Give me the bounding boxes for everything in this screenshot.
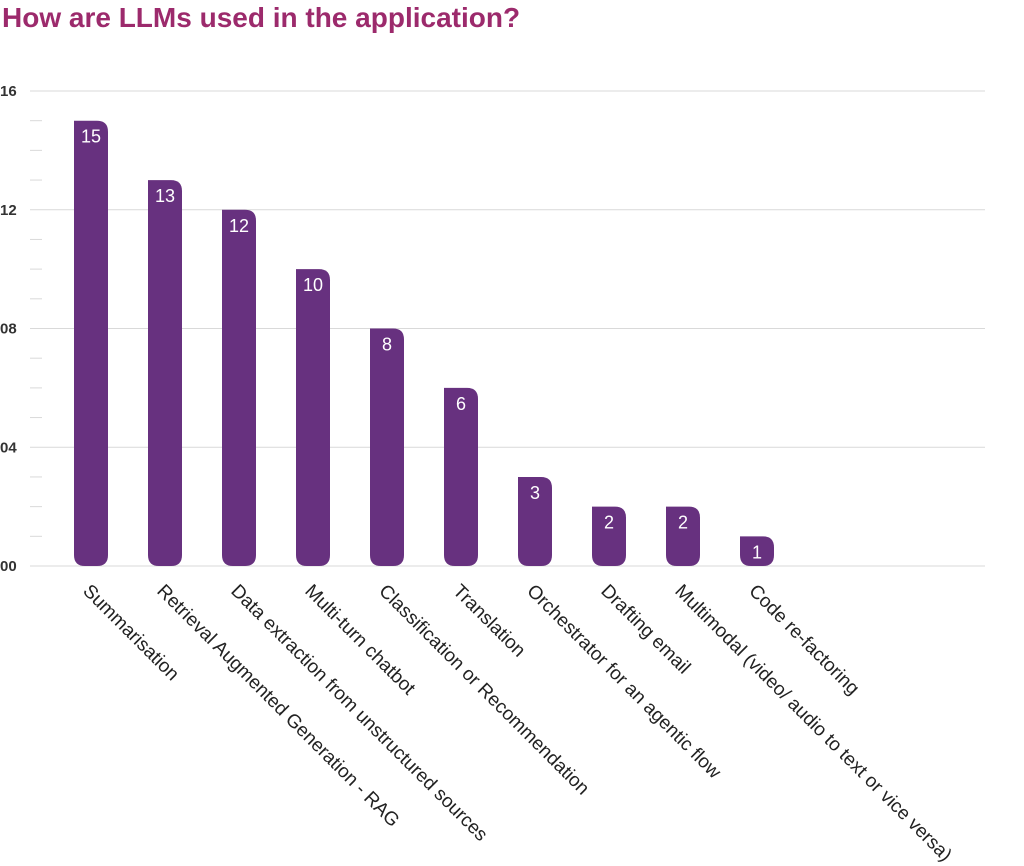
bar-value-label: 1 bbox=[752, 542, 762, 562]
bar bbox=[592, 506, 626, 566]
y-tick-label: 12 bbox=[0, 202, 17, 219]
grid-lines bbox=[30, 90, 985, 567]
bar-value-label: 2 bbox=[678, 513, 688, 533]
bar bbox=[370, 328, 404, 566]
bar-value-label: 12 bbox=[229, 216, 249, 236]
bar bbox=[666, 506, 700, 566]
bar-value-label: 6 bbox=[456, 394, 466, 414]
y-tick-label: 04 bbox=[0, 439, 17, 456]
bar-value-label: 10 bbox=[303, 275, 323, 295]
bar bbox=[296, 269, 330, 566]
bar bbox=[74, 120, 108, 566]
bar bbox=[148, 180, 182, 566]
x-category-label: Data extraction from unstructured source… bbox=[226, 581, 491, 846]
bar bbox=[444, 387, 478, 566]
bar bbox=[740, 536, 774, 566]
y-tick-label: 16 bbox=[0, 83, 17, 100]
y-tick-label: 00 bbox=[0, 558, 17, 575]
y-tick-label: 08 bbox=[0, 321, 17, 338]
bar-value-label: 15 bbox=[81, 127, 101, 147]
bar bbox=[222, 209, 256, 566]
bar-value-label: 3 bbox=[530, 483, 540, 503]
bars: 15 13 12 10 8 6 3 2 2 1 bbox=[74, 120, 774, 566]
x-category-label: Multimodal (video/ audio to text or vice… bbox=[670, 581, 955, 866]
bar-value-label: 13 bbox=[155, 186, 175, 206]
bar-value-label: 8 bbox=[382, 335, 392, 355]
x-category-label: Translation bbox=[448, 581, 529, 662]
chart-title: How are LLMs used in the application? bbox=[2, 2, 521, 33]
bar-value-label: 2 bbox=[604, 513, 614, 533]
bar bbox=[518, 476, 552, 566]
y-axis: 00 04 08 12 16 bbox=[0, 83, 17, 575]
